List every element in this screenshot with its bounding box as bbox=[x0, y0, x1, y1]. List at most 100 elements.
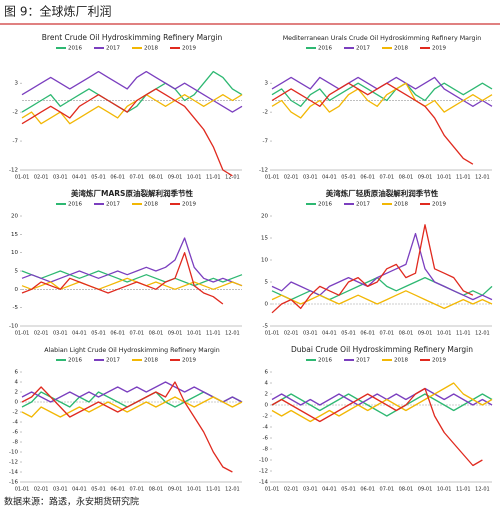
x-tick-label: 06-01 bbox=[110, 175, 125, 181]
x-tick-label: 01-01 bbox=[265, 331, 280, 337]
y-tick-label: 6 bbox=[265, 370, 269, 376]
x-tick-label: 05-01 bbox=[91, 487, 106, 493]
x-tick-label: 07-01 bbox=[380, 487, 395, 493]
x-tick-label: 05-01 bbox=[341, 175, 356, 181]
legend-label: 2018 bbox=[394, 358, 408, 364]
y-tick-label: -8 bbox=[13, 440, 19, 446]
legend-label: 2018 bbox=[144, 358, 158, 364]
x-tick-label: 07-01 bbox=[380, 175, 395, 181]
legend-label: 2019 bbox=[182, 358, 196, 364]
y-tick-label: 2 bbox=[15, 390, 19, 396]
chart-title: Dubai Crude Oil Hydroskimming Refinery M… bbox=[291, 345, 473, 354]
series-line bbox=[21, 70, 243, 113]
legend-label: 2016 bbox=[318, 46, 332, 52]
x-tick-label: 12-01 bbox=[475, 331, 490, 337]
x-tick-label: 03-01 bbox=[53, 487, 68, 493]
x-tick-label: 01-01 bbox=[15, 175, 30, 181]
legend-label: 2016 bbox=[318, 358, 332, 364]
chart-title: 美湾炼厂轻质原油裂解利润季节性 bbox=[326, 188, 439, 198]
x-tick-label: 04-01 bbox=[322, 175, 337, 181]
y-tick-label: -4 bbox=[13, 420, 19, 426]
x-tick-label: 01-01 bbox=[265, 175, 280, 181]
x-tick-label: 05-01 bbox=[91, 331, 106, 337]
y-tick-label: 10 bbox=[261, 258, 268, 264]
x-tick-label: 04-01 bbox=[322, 487, 337, 493]
y-tick-label: -6 bbox=[13, 430, 19, 436]
series-line bbox=[271, 290, 493, 310]
y-tick-label: 4 bbox=[15, 380, 19, 386]
x-tick-label: 08-01 bbox=[399, 331, 414, 337]
y-tick-label: 15 bbox=[11, 232, 18, 238]
y-tick-label: -7 bbox=[13, 139, 19, 145]
legend-label: 2017 bbox=[356, 202, 370, 208]
y-tick-label: 2 bbox=[265, 392, 269, 398]
y-tick-label: -10 bbox=[9, 450, 18, 456]
x-tick-label: 02-01 bbox=[284, 331, 299, 337]
x-tick-label: 04-01 bbox=[322, 331, 337, 337]
legend-label: 2016 bbox=[68, 202, 82, 208]
x-tick-label: 06-01 bbox=[360, 487, 375, 493]
series-line bbox=[21, 94, 243, 125]
x-tick-label: 02-01 bbox=[34, 175, 49, 181]
x-tick-label: 01-01 bbox=[15, 487, 30, 493]
y-tick-label: -6 bbox=[263, 436, 269, 442]
legend-label: 2018 bbox=[394, 46, 408, 52]
figure-title: 图 9：全球炼厂利润 bbox=[4, 4, 111, 19]
y-tick-label: 0 bbox=[15, 400, 19, 406]
y-tick-label: -12 bbox=[9, 460, 18, 466]
y-tick-label: 20 bbox=[11, 214, 18, 220]
series-line bbox=[271, 82, 474, 165]
x-tick-label: 03-01 bbox=[303, 487, 318, 493]
series-line bbox=[21, 237, 243, 287]
x-tick-label: 10-01 bbox=[187, 175, 202, 181]
y-tick-label: 3 bbox=[15, 81, 19, 87]
series-line bbox=[271, 393, 493, 417]
y-tick-label: -7 bbox=[263, 139, 269, 145]
x-tick-label: 06-01 bbox=[360, 175, 375, 181]
y-tick-label: -10 bbox=[9, 324, 18, 330]
x-tick-label: 10-01 bbox=[187, 331, 202, 337]
y-tick-label: -14 bbox=[9, 470, 18, 476]
x-tick-label: 02-01 bbox=[34, 487, 49, 493]
y-tick-label: -16 bbox=[9, 480, 18, 486]
x-tick-label: 03-01 bbox=[53, 175, 68, 181]
x-tick-label: 08-01 bbox=[149, 487, 164, 493]
y-tick-label: 20 bbox=[261, 214, 268, 220]
legend-label: 2017 bbox=[356, 46, 370, 52]
legend-label: 2016 bbox=[68, 46, 82, 52]
y-tick-label: 5 bbox=[15, 269, 19, 275]
x-tick-label: 09-01 bbox=[418, 487, 433, 493]
x-tick-label: 09-01 bbox=[168, 175, 183, 181]
x-tick-label: 03-01 bbox=[303, 175, 318, 181]
x-tick-label: 04-01 bbox=[72, 331, 87, 337]
x-tick-label: 08-01 bbox=[399, 487, 414, 493]
y-tick-label: 0 bbox=[15, 287, 19, 293]
x-tick-label: 12-01 bbox=[225, 331, 240, 337]
x-tick-label: 12-01 bbox=[475, 175, 490, 181]
y-tick-label: -5 bbox=[263, 324, 269, 330]
y-tick-label: -12 bbox=[259, 168, 268, 174]
chart-title: 美湾炼厂MARS原油裂解利润季节性 bbox=[71, 188, 193, 198]
x-tick-label: 10-01 bbox=[437, 487, 452, 493]
x-tick-label: 04-01 bbox=[72, 175, 87, 181]
x-tick-label: 02-01 bbox=[284, 487, 299, 493]
series-line bbox=[271, 82, 493, 107]
series-line bbox=[271, 82, 493, 119]
x-tick-label: 09-01 bbox=[168, 487, 183, 493]
series-line bbox=[21, 70, 243, 113]
series-line bbox=[21, 88, 233, 177]
series-line bbox=[21, 252, 224, 305]
x-tick-label: 07-01 bbox=[130, 487, 145, 493]
x-tick-label: 06-01 bbox=[110, 487, 125, 493]
y-tick-label: -12 bbox=[259, 469, 268, 475]
series-line bbox=[271, 224, 474, 314]
legend-label: 2019 bbox=[182, 202, 196, 208]
y-tick-label: -5 bbox=[13, 305, 19, 311]
y-tick-label: -10 bbox=[259, 458, 268, 464]
x-tick-label: 10-01 bbox=[437, 175, 452, 181]
x-tick-label: 01-01 bbox=[265, 487, 280, 493]
chart-title: Alabian Light Crude Oil Hydroskimming Re… bbox=[44, 347, 220, 354]
legend-label: 2016 bbox=[318, 202, 332, 208]
x-tick-label: 02-01 bbox=[34, 331, 49, 337]
x-tick-label: 08-01 bbox=[149, 175, 164, 181]
